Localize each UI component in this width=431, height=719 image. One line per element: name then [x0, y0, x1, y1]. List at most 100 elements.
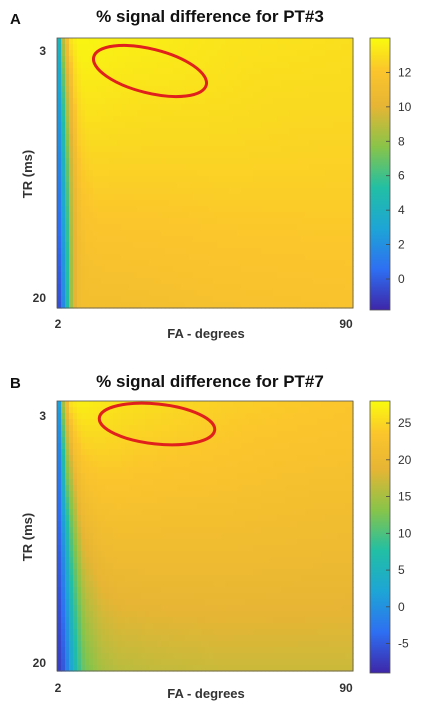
- heatmap-cell: [305, 242, 310, 249]
- heatmap-cell: [277, 503, 282, 510]
- heatmap-cell: [77, 200, 82, 207]
- heatmap-cell: [61, 455, 66, 462]
- heatmap-cell: [181, 104, 186, 111]
- heatmap-cell: [293, 413, 298, 420]
- heatmap-cell: [309, 68, 314, 75]
- heatmap-cell: [265, 200, 270, 207]
- heatmap-cell: [313, 140, 318, 147]
- heatmap-cell: [93, 134, 98, 141]
- heatmap-cell: [317, 68, 322, 75]
- panel-a-xtick-90: 90: [339, 317, 353, 331]
- heatmap-cell: [109, 497, 114, 504]
- heatmap-cell: [233, 425, 238, 432]
- heatmap-cell: [277, 80, 282, 87]
- heatmap-cell: [305, 158, 310, 165]
- heatmap-cell: [137, 431, 142, 438]
- heatmap-cell: [277, 419, 282, 426]
- heatmap-cell: [213, 266, 218, 273]
- heatmap-cell: [233, 509, 238, 516]
- heatmap-cell: [113, 290, 118, 297]
- heatmap-cell: [333, 284, 338, 291]
- heatmap-cell: [269, 92, 274, 99]
- heatmap-cell: [269, 449, 274, 456]
- heatmap-cell: [241, 164, 246, 171]
- heatmap-cell: [169, 248, 174, 255]
- heatmap-cell: [345, 182, 350, 189]
- heatmap-cell: [77, 479, 82, 486]
- heatmap-cell: [209, 479, 214, 486]
- heatmap-cell: [169, 515, 174, 522]
- heatmap-cell: [185, 200, 190, 207]
- heatmap-cell: [165, 230, 170, 237]
- heatmap-cell: [321, 212, 326, 219]
- heatmap-cell: [325, 497, 330, 504]
- heatmap-cell: [229, 86, 234, 93]
- heatmap-cell: [317, 188, 322, 195]
- heatmap-cell: [133, 68, 138, 75]
- heatmap-cell: [209, 491, 214, 498]
- panel-a: A % signal difference for PT#3 3 20 2 90…: [10, 7, 412, 341]
- heatmap-cell: [325, 521, 330, 528]
- heatmap-cell: [305, 110, 310, 117]
- heatmap-cell: [253, 467, 258, 474]
- heatmap-cell: [209, 272, 214, 279]
- heatmap-cell: [341, 461, 346, 468]
- heatmap-cell: [165, 521, 170, 528]
- heatmap-cell: [133, 431, 138, 438]
- heatmap-cell: [77, 224, 82, 231]
- heatmap-cell: [141, 296, 146, 303]
- heatmap-cell: [141, 242, 146, 249]
- heatmap-cell: [137, 140, 142, 147]
- heatmap-cell: [293, 491, 298, 498]
- heatmap-cell: [209, 152, 214, 159]
- heatmap-cell: [181, 290, 186, 297]
- heatmap-cell: [257, 38, 262, 45]
- heatmap-cell: [293, 461, 298, 468]
- heatmap-cell: [173, 224, 178, 231]
- heatmap-cell: [289, 230, 294, 237]
- heatmap-cell: [109, 98, 114, 105]
- heatmap-cell: [93, 158, 98, 165]
- heatmap-cell: [297, 485, 302, 492]
- heatmap-cell: [153, 407, 158, 414]
- heatmap-cell: [101, 437, 106, 444]
- heatmap-cell: [153, 104, 158, 111]
- heatmap-cell: [177, 74, 182, 81]
- heatmap-cell: [57, 407, 62, 414]
- heatmap-cell: [325, 68, 330, 75]
- heatmap-cell: [301, 122, 306, 129]
- heatmap-cell: [113, 272, 118, 279]
- heatmap-cell: [109, 128, 114, 135]
- heatmap-cell: [301, 242, 306, 249]
- heatmap-cell: [125, 68, 130, 75]
- heatmap-cell: [313, 98, 318, 105]
- heatmap-cell: [297, 110, 302, 117]
- heatmap-cell: [189, 164, 194, 171]
- heatmap-cell: [73, 140, 78, 147]
- heatmap-cell: [273, 236, 278, 243]
- heatmap-cell: [85, 455, 90, 462]
- heatmap-cell: [185, 194, 190, 201]
- heatmap-cell: [329, 74, 334, 81]
- heatmap-cell: [145, 248, 150, 255]
- heatmap-cell: [89, 443, 94, 450]
- heatmap-cell: [297, 527, 302, 534]
- heatmap-cell: [89, 236, 94, 243]
- heatmap-cell: [129, 461, 134, 468]
- heatmap-cell: [117, 110, 122, 117]
- heatmap-cell: [121, 200, 126, 207]
- heatmap-cell: [157, 236, 162, 243]
- heatmap-cell: [241, 254, 246, 261]
- heatmap-cell: [261, 200, 266, 207]
- heatmap-cell: [225, 473, 230, 480]
- heatmap-cell: [201, 104, 206, 111]
- heatmap-cell: [289, 425, 294, 432]
- heatmap-cell: [77, 80, 82, 87]
- heatmap-cell: [97, 200, 102, 207]
- heatmap-cell: [109, 437, 114, 444]
- heatmap-cell: [317, 218, 322, 225]
- heatmap-cell: [225, 212, 230, 219]
- heatmap-cell: [345, 104, 350, 111]
- heatmap-cell: [89, 218, 94, 225]
- heatmap-cell: [65, 74, 70, 81]
